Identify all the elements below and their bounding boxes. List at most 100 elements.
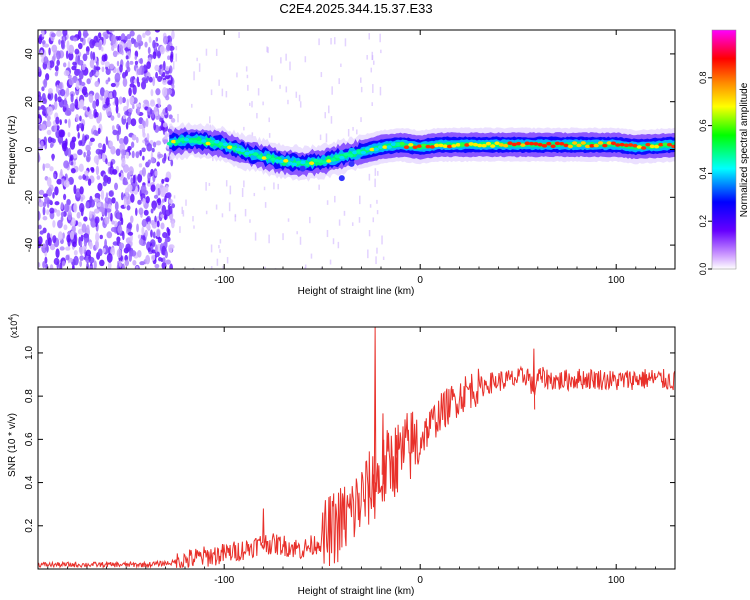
- noise-speck: [157, 197, 162, 206]
- noise-speck: [63, 70, 70, 77]
- noise-speck: [95, 71, 100, 77]
- snr-xtick-label: -100: [214, 575, 234, 586]
- noise-speck: [118, 172, 122, 177]
- noise-speck: [99, 87, 105, 97]
- colorbar-tick-label: 0.8: [698, 72, 708, 85]
- noise-speck: [143, 99, 149, 105]
- ridge-peak: [205, 141, 211, 146]
- ridge-peak: [261, 156, 267, 160]
- ridge-peak: [533, 142, 539, 146]
- noise-speck: [101, 46, 104, 52]
- noise-speck: [121, 157, 126, 167]
- ridge-peak: [494, 141, 500, 146]
- ridge-peak: [468, 142, 474, 146]
- noise-speck: [128, 108, 133, 113]
- noise-speck: [110, 161, 113, 168]
- ridge-peak: [498, 143, 504, 147]
- faint-speck: [377, 170, 379, 176]
- faint-speck: [271, 75, 273, 82]
- colorbar-tick-label: 0.0: [698, 263, 708, 276]
- noise-speck: [123, 135, 129, 145]
- noise-speck: [63, 160, 70, 169]
- faint-speck: [172, 61, 175, 70]
- noise-speck: [112, 50, 118, 58]
- faint-speck: [226, 257, 229, 264]
- noise-speck: [128, 87, 132, 97]
- noise-speck: [164, 74, 171, 80]
- ridge-peak: [304, 162, 310, 167]
- faint-speck: [380, 49, 382, 54]
- colorbar-frame: [711, 29, 737, 270]
- noise-speck: [128, 166, 134, 176]
- noise-speck: [79, 37, 84, 42]
- noise-speck: [92, 51, 96, 61]
- faint-speck: [379, 33, 381, 43]
- spec-xtick-label: -100: [214, 275, 234, 286]
- noise-speck: [86, 78, 91, 85]
- noise-speck: [77, 221, 82, 227]
- noise-speck: [125, 55, 129, 60]
- faint-speck: [374, 178, 376, 188]
- noise-speck: [77, 59, 84, 66]
- ridge-peak: [403, 145, 410, 149]
- noise-speck: [141, 219, 147, 228]
- noise-speck: [171, 30, 175, 40]
- noise-speck: [63, 193, 67, 201]
- faint-speck: [310, 253, 313, 259]
- noise-speck: [73, 202, 78, 213]
- noise-speck: [114, 72, 121, 83]
- ridge-peak: [386, 145, 392, 149]
- noise-speck: [150, 229, 153, 238]
- noise-speck: [138, 163, 143, 168]
- ridge-peak: [567, 144, 573, 149]
- noise-speck: [164, 177, 170, 183]
- noise-speck: [156, 50, 161, 59]
- ridge-peak: [671, 144, 675, 149]
- noise-speck: [118, 260, 122, 268]
- noise-speck: [101, 54, 107, 62]
- ridge-peak: [576, 143, 582, 148]
- noise-speck: [42, 106, 47, 113]
- noise-speck: [105, 158, 108, 165]
- faint-speck: [247, 84, 249, 91]
- noise-speck: [78, 42, 83, 50]
- faint-speck: [318, 38, 320, 46]
- noise-speck: [59, 262, 63, 269]
- noise-speck: [74, 48, 80, 55]
- faint-speck: [287, 218, 290, 222]
- spec-ytick-label: 40: [24, 48, 35, 60]
- snr-spike: [381, 413, 385, 485]
- ridge-peak: [171, 139, 177, 144]
- noise-speck: [85, 46, 90, 53]
- noise-speck: [160, 222, 165, 230]
- noise-speck: [78, 175, 83, 180]
- noise-speck: [162, 231, 168, 239]
- faint-speck: [221, 213, 224, 218]
- noise-speck: [38, 262, 41, 268]
- snr-ytick-label: 0.6: [24, 432, 35, 446]
- noise-speck: [108, 190, 114, 197]
- faint-speck: [219, 249, 221, 253]
- noise-speck: [165, 65, 170, 72]
- noise-speck: [146, 142, 153, 152]
- noise-speck: [47, 88, 53, 94]
- noise-speck: [93, 64, 97, 75]
- noise-speck: [85, 154, 91, 163]
- noise-speck: [169, 263, 173, 269]
- faint-speck: [234, 215, 237, 222]
- noise-speck: [118, 125, 122, 135]
- noise-speck: [40, 123, 47, 131]
- noise-speck: [102, 143, 106, 154]
- faint-speck: [371, 55, 374, 61]
- noise-speck: [96, 60, 99, 67]
- ridge-peak: [515, 141, 522, 146]
- noise-speck: [86, 51, 90, 56]
- faint-speck: [210, 89, 213, 96]
- noise-speck: [47, 94, 52, 100]
- faint-speck: [296, 231, 298, 235]
- ridge-peak: [619, 142, 625, 147]
- faint-speck: [371, 102, 373, 106]
- ridge-peak: [649, 144, 655, 149]
- ridge-peak: [434, 143, 440, 148]
- noise-speck: [144, 229, 148, 238]
